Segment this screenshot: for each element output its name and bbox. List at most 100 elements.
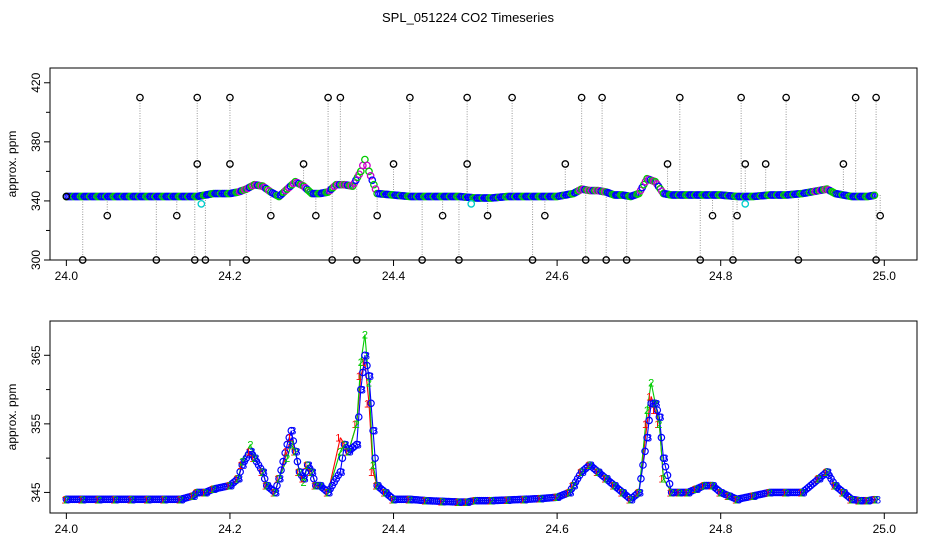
spike-point bbox=[708, 211, 717, 220]
series-point-label: 1 bbox=[159, 494, 165, 506]
series-point-label: 1 bbox=[368, 467, 374, 479]
series-point bbox=[338, 454, 347, 462]
series-point-label: 3 bbox=[851, 494, 857, 506]
series-point-label: 1 bbox=[356, 371, 362, 383]
series-point-label: 2 bbox=[305, 460, 311, 472]
spike-point bbox=[328, 256, 337, 264]
spike-point bbox=[577, 93, 586, 102]
series-point-label: 1 bbox=[568, 481, 574, 493]
series-point-label: 3 bbox=[646, 433, 652, 445]
series-point-label: 2 bbox=[345, 446, 351, 458]
series-point-label: 3 bbox=[736, 494, 742, 506]
series-point-label: 2 bbox=[296, 467, 302, 479]
series-line-segment bbox=[646, 382, 652, 411]
series-point-label: 2 bbox=[129, 494, 135, 506]
series-line-segment bbox=[658, 423, 664, 479]
series-point-label: 3 bbox=[458, 497, 464, 509]
spike-point bbox=[418, 256, 427, 264]
series-point-label: 1 bbox=[258, 467, 264, 479]
series-point bbox=[361, 351, 369, 360]
series-point-label: 1 bbox=[830, 481, 836, 493]
series-point-label: 1 bbox=[192, 487, 198, 499]
series-point bbox=[371, 454, 379, 462]
series-point-label: 2 bbox=[865, 496, 871, 508]
series-point bbox=[293, 457, 302, 466]
series-point-label: 3 bbox=[290, 426, 296, 438]
series-point-label: 3 bbox=[638, 487, 644, 499]
series-point bbox=[633, 490, 641, 498]
series-point-label: 2 bbox=[718, 487, 724, 499]
series-line-segment bbox=[298, 471, 305, 479]
series-point bbox=[291, 447, 300, 456]
x-tick-label: 24.6 bbox=[545, 522, 569, 536]
series-point-label: 3 bbox=[343, 439, 349, 451]
series-point-label: 2 bbox=[873, 494, 879, 506]
spike-point bbox=[406, 93, 414, 102]
series-line-segment bbox=[368, 382, 374, 466]
series-line-segment bbox=[572, 471, 583, 486]
cyan-point bbox=[467, 200, 476, 208]
spike-point bbox=[839, 160, 848, 168]
series-point-label: 3 bbox=[302, 474, 308, 486]
chart-top: 24.0 24.2 24.4 24.6 24.8 25.0 300 340 380 420 appr… bbox=[5, 67, 918, 283]
series-point bbox=[281, 449, 289, 457]
series-point-label: 2 bbox=[472, 496, 478, 508]
series-point-label: 3 bbox=[572, 481, 578, 493]
series-point-label: 1 bbox=[294, 467, 300, 479]
series-point-label: 2 bbox=[309, 467, 315, 479]
spike-point bbox=[602, 256, 611, 264]
spike-point bbox=[226, 93, 234, 102]
series-point bbox=[653, 406, 662, 414]
series-point-label: 2 bbox=[840, 487, 846, 499]
baseline-point bbox=[870, 191, 879, 200]
series-point-label: 1 bbox=[110, 494, 116, 506]
series-point-label: 3 bbox=[196, 487, 202, 499]
series-point-label: 3 bbox=[372, 426, 378, 438]
series-point bbox=[657, 433, 666, 442]
series-point-label: 2 bbox=[63, 494, 69, 506]
y-tick-label: 380 bbox=[29, 132, 43, 152]
spike-point bbox=[675, 93, 684, 102]
series-line-segment bbox=[638, 410, 648, 493]
series-point-label: 3 bbox=[347, 446, 353, 458]
series-point-label: 3 bbox=[294, 446, 300, 458]
series-point-label: 2 bbox=[235, 474, 241, 486]
series-point-label: 1 bbox=[286, 433, 292, 445]
series-point-label: 3 bbox=[507, 495, 513, 507]
series-point-label: 2 bbox=[374, 481, 380, 493]
series-point-label: 2 bbox=[783, 487, 789, 499]
series-point-label: 1 bbox=[372, 481, 378, 493]
series-point-label: 1 bbox=[683, 487, 689, 499]
series-point-label: 2 bbox=[276, 474, 282, 486]
x-tick-label: 24.8 bbox=[709, 269, 733, 283]
series-point-label: 2 bbox=[317, 481, 323, 493]
spike-point bbox=[872, 256, 880, 264]
baseline-point bbox=[368, 176, 377, 185]
baseline-point bbox=[365, 167, 373, 176]
series-point-label: 2 bbox=[816, 474, 822, 486]
series-point-label: 1 bbox=[519, 494, 525, 506]
series-point-label: 2 bbox=[407, 494, 413, 506]
series-line-segment bbox=[646, 403, 652, 438]
spike-point bbox=[389, 160, 398, 168]
series-point-label: 1 bbox=[732, 494, 738, 506]
x-tick-label: 24.4 bbox=[382, 269, 406, 283]
series-point bbox=[307, 468, 316, 476]
series-point bbox=[635, 488, 643, 497]
spike-point bbox=[78, 256, 87, 264]
series-point bbox=[665, 480, 674, 488]
series-point-label: 1 bbox=[143, 494, 149, 506]
series-point-label: 3 bbox=[605, 474, 611, 486]
series-line-segment bbox=[180, 495, 194, 500]
series-point-label: 2 bbox=[554, 492, 560, 504]
series-point-label: 2 bbox=[587, 460, 593, 472]
series-point-label: 1 bbox=[634, 487, 640, 499]
series-point bbox=[641, 447, 649, 456]
series-point bbox=[258, 468, 267, 476]
series-point-label: 3 bbox=[307, 460, 313, 472]
series-point-label: 2 bbox=[849, 494, 855, 506]
series-point-label: 2 bbox=[341, 439, 347, 451]
x-tick-label: 24.0 bbox=[55, 269, 79, 283]
spike-point bbox=[103, 211, 112, 220]
